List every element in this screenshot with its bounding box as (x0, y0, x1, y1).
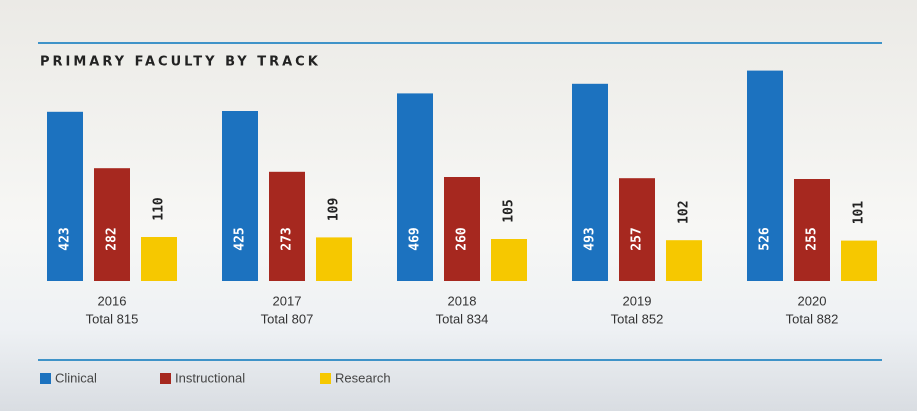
bar (397, 93, 433, 282)
category-total: Total 834 (436, 311, 489, 326)
bar (47, 111, 83, 281)
data-label: 102 (677, 200, 692, 223)
bar (491, 239, 527, 281)
data-label: 526 (758, 227, 773, 251)
data-label: 101 (852, 201, 867, 225)
data-label: 110 (152, 197, 167, 221)
legend-label: Instructional (175, 370, 245, 385)
x-tick-label: 2020 (798, 293, 827, 308)
data-label: 493 (583, 227, 598, 250)
data-label: 257 (630, 227, 645, 250)
data-label: 109 (327, 198, 342, 221)
category-total: Total 815 (86, 311, 139, 326)
legend-swatch (320, 373, 331, 384)
bar (316, 237, 352, 281)
x-tick-label: 2019 (623, 293, 652, 308)
data-label: 273 (280, 227, 295, 250)
data-label: 255 (805, 227, 820, 250)
bar (94, 168, 130, 281)
bar (666, 240, 702, 281)
bar (794, 179, 830, 281)
bar (222, 111, 258, 281)
category-total: Total 852 (611, 311, 664, 326)
data-label: 282 (105, 227, 120, 250)
bar (572, 83, 608, 281)
bar (269, 171, 305, 281)
bar (841, 240, 877, 281)
legend-label: Research (335, 370, 391, 385)
legend-swatch (160, 373, 171, 384)
x-tick-label: 2016 (98, 293, 127, 308)
x-tick-label: 2018 (448, 293, 477, 308)
bar (619, 178, 655, 281)
category-total: Total 807 (261, 311, 314, 326)
data-label: 260 (455, 227, 470, 251)
bar (747, 70, 783, 281)
chart-title: PRIMARY FACULTY BY TRACK (40, 55, 321, 70)
data-label: 425 (233, 227, 248, 250)
legend-label: Clinical (55, 370, 97, 385)
data-label: 105 (502, 199, 517, 222)
bar (141, 237, 177, 281)
data-label: 423 (58, 227, 73, 250)
bar (444, 177, 480, 281)
x-tick-label: 2017 (273, 293, 302, 308)
data-label: 469 (408, 227, 423, 250)
legend-swatch (40, 373, 51, 384)
category-total: Total 882 (786, 311, 839, 326)
